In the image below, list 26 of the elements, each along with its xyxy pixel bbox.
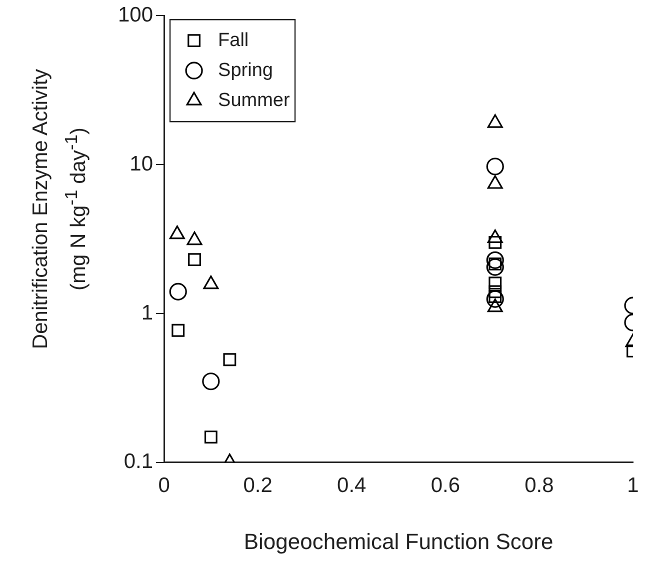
legend-label: Spring [218, 60, 273, 81]
point [486, 251, 504, 269]
x-tick-label: 0.8 [524, 474, 554, 497]
point [486, 158, 504, 176]
x-tick-label: 1 [627, 474, 639, 497]
point [172, 324, 185, 337]
point [488, 276, 502, 290]
point [204, 430, 218, 444]
x-tick-label: 0.4 [337, 474, 367, 497]
point [486, 290, 504, 308]
point [223, 353, 236, 366]
y-tick-label: 0.1 [124, 450, 154, 474]
point [202, 372, 220, 390]
y-tick-label: 100 [118, 3, 154, 26]
point [188, 253, 201, 266]
x-tick-label: 0.2 [243, 474, 272, 497]
legend-label: Fall [218, 30, 249, 51]
x-tick-label: 0.6 [430, 474, 460, 497]
legend-label: Summer [218, 90, 290, 111]
y-tick-label: 1 [141, 301, 154, 324]
point [488, 285, 502, 298]
x-tick-label: 0 [158, 474, 170, 497]
point [486, 258, 504, 276]
point [169, 282, 187, 301]
x-axis-title: Biogeochemical Function Score [244, 528, 554, 554]
y-tick-label: 10 [130, 152, 154, 176]
